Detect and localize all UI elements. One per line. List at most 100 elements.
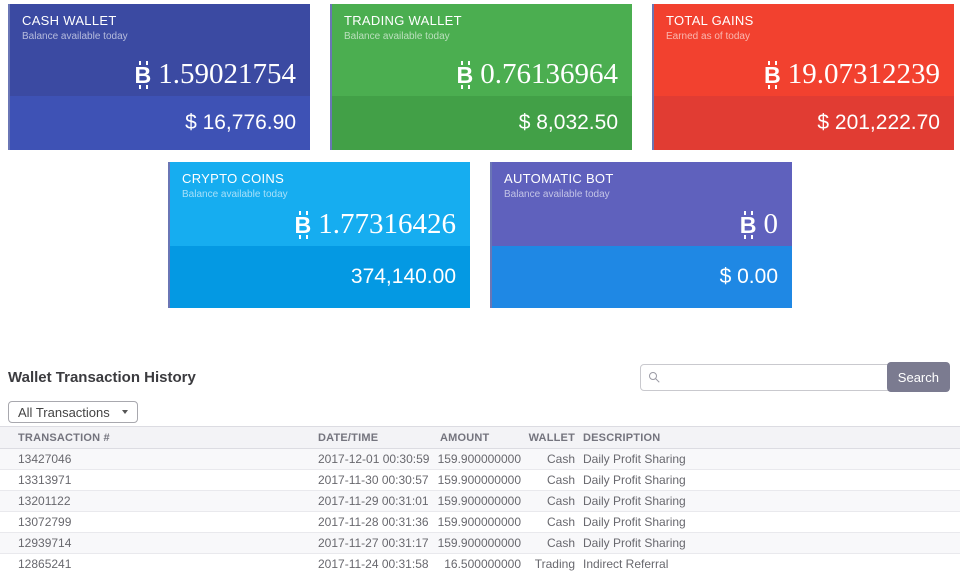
btc-value: 1.59021754 <box>158 58 296 90</box>
cell-datetime: 2017-11-30 00:30:57 <box>318 469 436 491</box>
table-row: 13201122 2017-11-29 00:31:01 159.9000000… <box>0 490 960 512</box>
cell-transaction: 13427046 <box>0 448 318 470</box>
cell-datetime: 2017-12-01 00:30:59 <box>318 448 436 470</box>
btc-value: 19.07312239 <box>787 58 940 90</box>
cell-amount: 159.900000000 <box>436 511 521 533</box>
btc-balance: B 0.76136964 <box>457 58 619 91</box>
cell-wallet: Cash <box>521 511 575 533</box>
filter-selected-value: All Transactions <box>18 404 110 420</box>
card-bottom-section: $ 0.00 <box>492 246 792 308</box>
btc-symbol-icon: B <box>294 210 312 240</box>
cell-wallet: Cash <box>521 469 575 491</box>
card-subtitle: Earned as of today <box>666 31 750 42</box>
card-subtitle: Balance available today <box>344 31 450 42</box>
btc-symbol-icon: B <box>456 60 474 90</box>
col-header-description: DESCRIPTION <box>575 426 960 449</box>
fiat-value: $ 16,776.90 <box>185 111 296 134</box>
col-header-datetime: DATE/TIME <box>318 426 436 449</box>
btc-balance: B 1.59021754 <box>135 58 297 91</box>
card-top-section: TRADING WALLET Balance available today B… <box>332 4 632 96</box>
cell-amount: 159.900000000 <box>436 532 521 554</box>
card-title: CASH WALLET <box>22 13 117 28</box>
table-header-row: TRANSACTION # DATE/TIME AMOUNT WALLET DE… <box>0 426 960 449</box>
card-crypto-coins: CRYPTO COINS Balance available today B 1.… <box>168 162 470 308</box>
btc-symbol-icon: B <box>134 60 152 90</box>
history-header: Wallet Transaction History Search <box>8 362 950 392</box>
cell-amount: 159.900000000 <box>436 490 521 512</box>
card-bottom-section: $ 8,032.50 <box>332 96 632 150</box>
cell-wallet: Cash <box>521 532 575 554</box>
cell-wallet: Cash <box>521 490 575 512</box>
cell-description: Daily Profit Sharing <box>575 448 960 470</box>
btc-symbol-icon: B <box>764 60 781 90</box>
btc-value: 1.77316426 <box>318 208 456 240</box>
table-row: 13427046 2017-12-01 00:30:59 159.9000000… <box>0 448 960 470</box>
cell-transaction: 13313971 <box>0 469 318 491</box>
search-input[interactable] <box>639 363 893 391</box>
cell-datetime: 2017-11-28 00:31:36 <box>318 511 436 533</box>
btc-balance: B 19.07312239 <box>764 58 940 91</box>
search-box <box>639 363 893 391</box>
btc-balance: B 1.77316426 <box>295 208 457 241</box>
fiat-value: $ 0.00 <box>719 265 778 288</box>
col-header-wallet: WALLET <box>521 426 575 449</box>
card-bottom-section: $ 16,776.90 <box>10 96 310 150</box>
cell-datetime: 2017-11-24 00:31:58 <box>318 553 436 571</box>
col-header-transaction: TRANSACTION # <box>0 426 318 449</box>
card-top-section: CASH WALLET Balance available today B 1.5… <box>10 4 310 96</box>
card-top-section: TOTAL GAINS Earned as of today B 19.07312… <box>654 4 954 96</box>
cell-transaction: 12865241 <box>0 553 318 571</box>
cell-amount: 16.500000000 <box>436 553 521 571</box>
card-subtitle: Balance available today <box>22 31 128 42</box>
cell-transaction: 12939714 <box>0 532 318 554</box>
card-title: AUTOMATIC BOT <box>504 171 614 186</box>
card-title: TRADING WALLET <box>344 13 462 28</box>
btc-value: 0 <box>763 208 779 240</box>
card-subtitle: Balance available today <box>182 189 288 200</box>
table-row: 13072799 2017-11-28 00:31:36 159.9000000… <box>0 511 960 533</box>
card-top-section: CRYPTO COINS Balance available today B 1.… <box>170 162 470 246</box>
cell-transaction: 13201122 <box>0 490 318 512</box>
wallet-cards-row-1: CASH WALLET Balance available today B 1.5… <box>0 0 960 150</box>
btc-symbol-icon: B <box>739 210 757 240</box>
search-icon <box>648 371 657 380</box>
cell-description: Indirect Referral <box>575 553 960 571</box>
cell-description: Daily Profit Sharing <box>575 490 960 512</box>
cell-wallet: Cash <box>521 448 575 470</box>
cell-transaction: 13072799 <box>0 511 318 533</box>
cell-amount: 159.900000000 <box>436 448 521 470</box>
table-row: 12865241 2017-11-24 00:31:58 16.50000000… <box>0 553 960 571</box>
cell-description: Daily Profit Sharing <box>575 469 960 491</box>
card-bottom-section: 374,140.00 <box>170 246 470 308</box>
chevron-down-icon <box>121 410 128 414</box>
fiat-value: $ 8,032.50 <box>518 111 618 134</box>
cell-description: Daily Profit Sharing <box>575 532 960 554</box>
card-bottom-section: $ 201,222.70 <box>654 96 954 150</box>
cell-datetime: 2017-11-27 00:31:17 <box>318 532 436 554</box>
col-header-amount: AMOUNT <box>436 426 521 449</box>
table-row: 13313971 2017-11-30 00:30:57 159.9000000… <box>0 469 960 491</box>
fiat-value: 374,140.00 <box>350 265 456 288</box>
card-title: TOTAL GAINS <box>666 13 754 28</box>
search-button[interactable]: Search <box>886 362 950 392</box>
transaction-table: TRANSACTION # DATE/TIME AMOUNT WALLET DE… <box>0 426 960 571</box>
cell-wallet: Trading <box>521 553 575 571</box>
card-cash-wallet: CASH WALLET Balance available today B 1.5… <box>8 4 310 150</box>
cell-datetime: 2017-11-29 00:31:01 <box>318 490 436 512</box>
card-subtitle: Balance available today <box>504 189 610 200</box>
btc-value: 0.76136964 <box>480 58 618 90</box>
card-title: CRYPTO COINS <box>182 171 285 186</box>
card-total-gains: TOTAL GAINS Earned as of today B 19.07312… <box>652 4 954 150</box>
transaction-filter-dropdown[interactable]: All Transactions <box>8 401 138 423</box>
fiat-value: $ 201,222.70 <box>817 111 940 134</box>
cell-description: Daily Profit Sharing <box>575 511 960 533</box>
page-title: Wallet Transaction History <box>8 368 196 386</box>
table-row: 12939714 2017-11-27 00:31:17 159.9000000… <box>0 532 960 554</box>
search-group: Search <box>639 362 950 392</box>
cell-amount: 159.900000000 <box>436 469 521 491</box>
card-trading-wallet: TRADING WALLET Balance available today B… <box>330 4 632 150</box>
wallet-cards-row-2: CRYPTO COINS Balance available today B 1.… <box>0 162 960 308</box>
